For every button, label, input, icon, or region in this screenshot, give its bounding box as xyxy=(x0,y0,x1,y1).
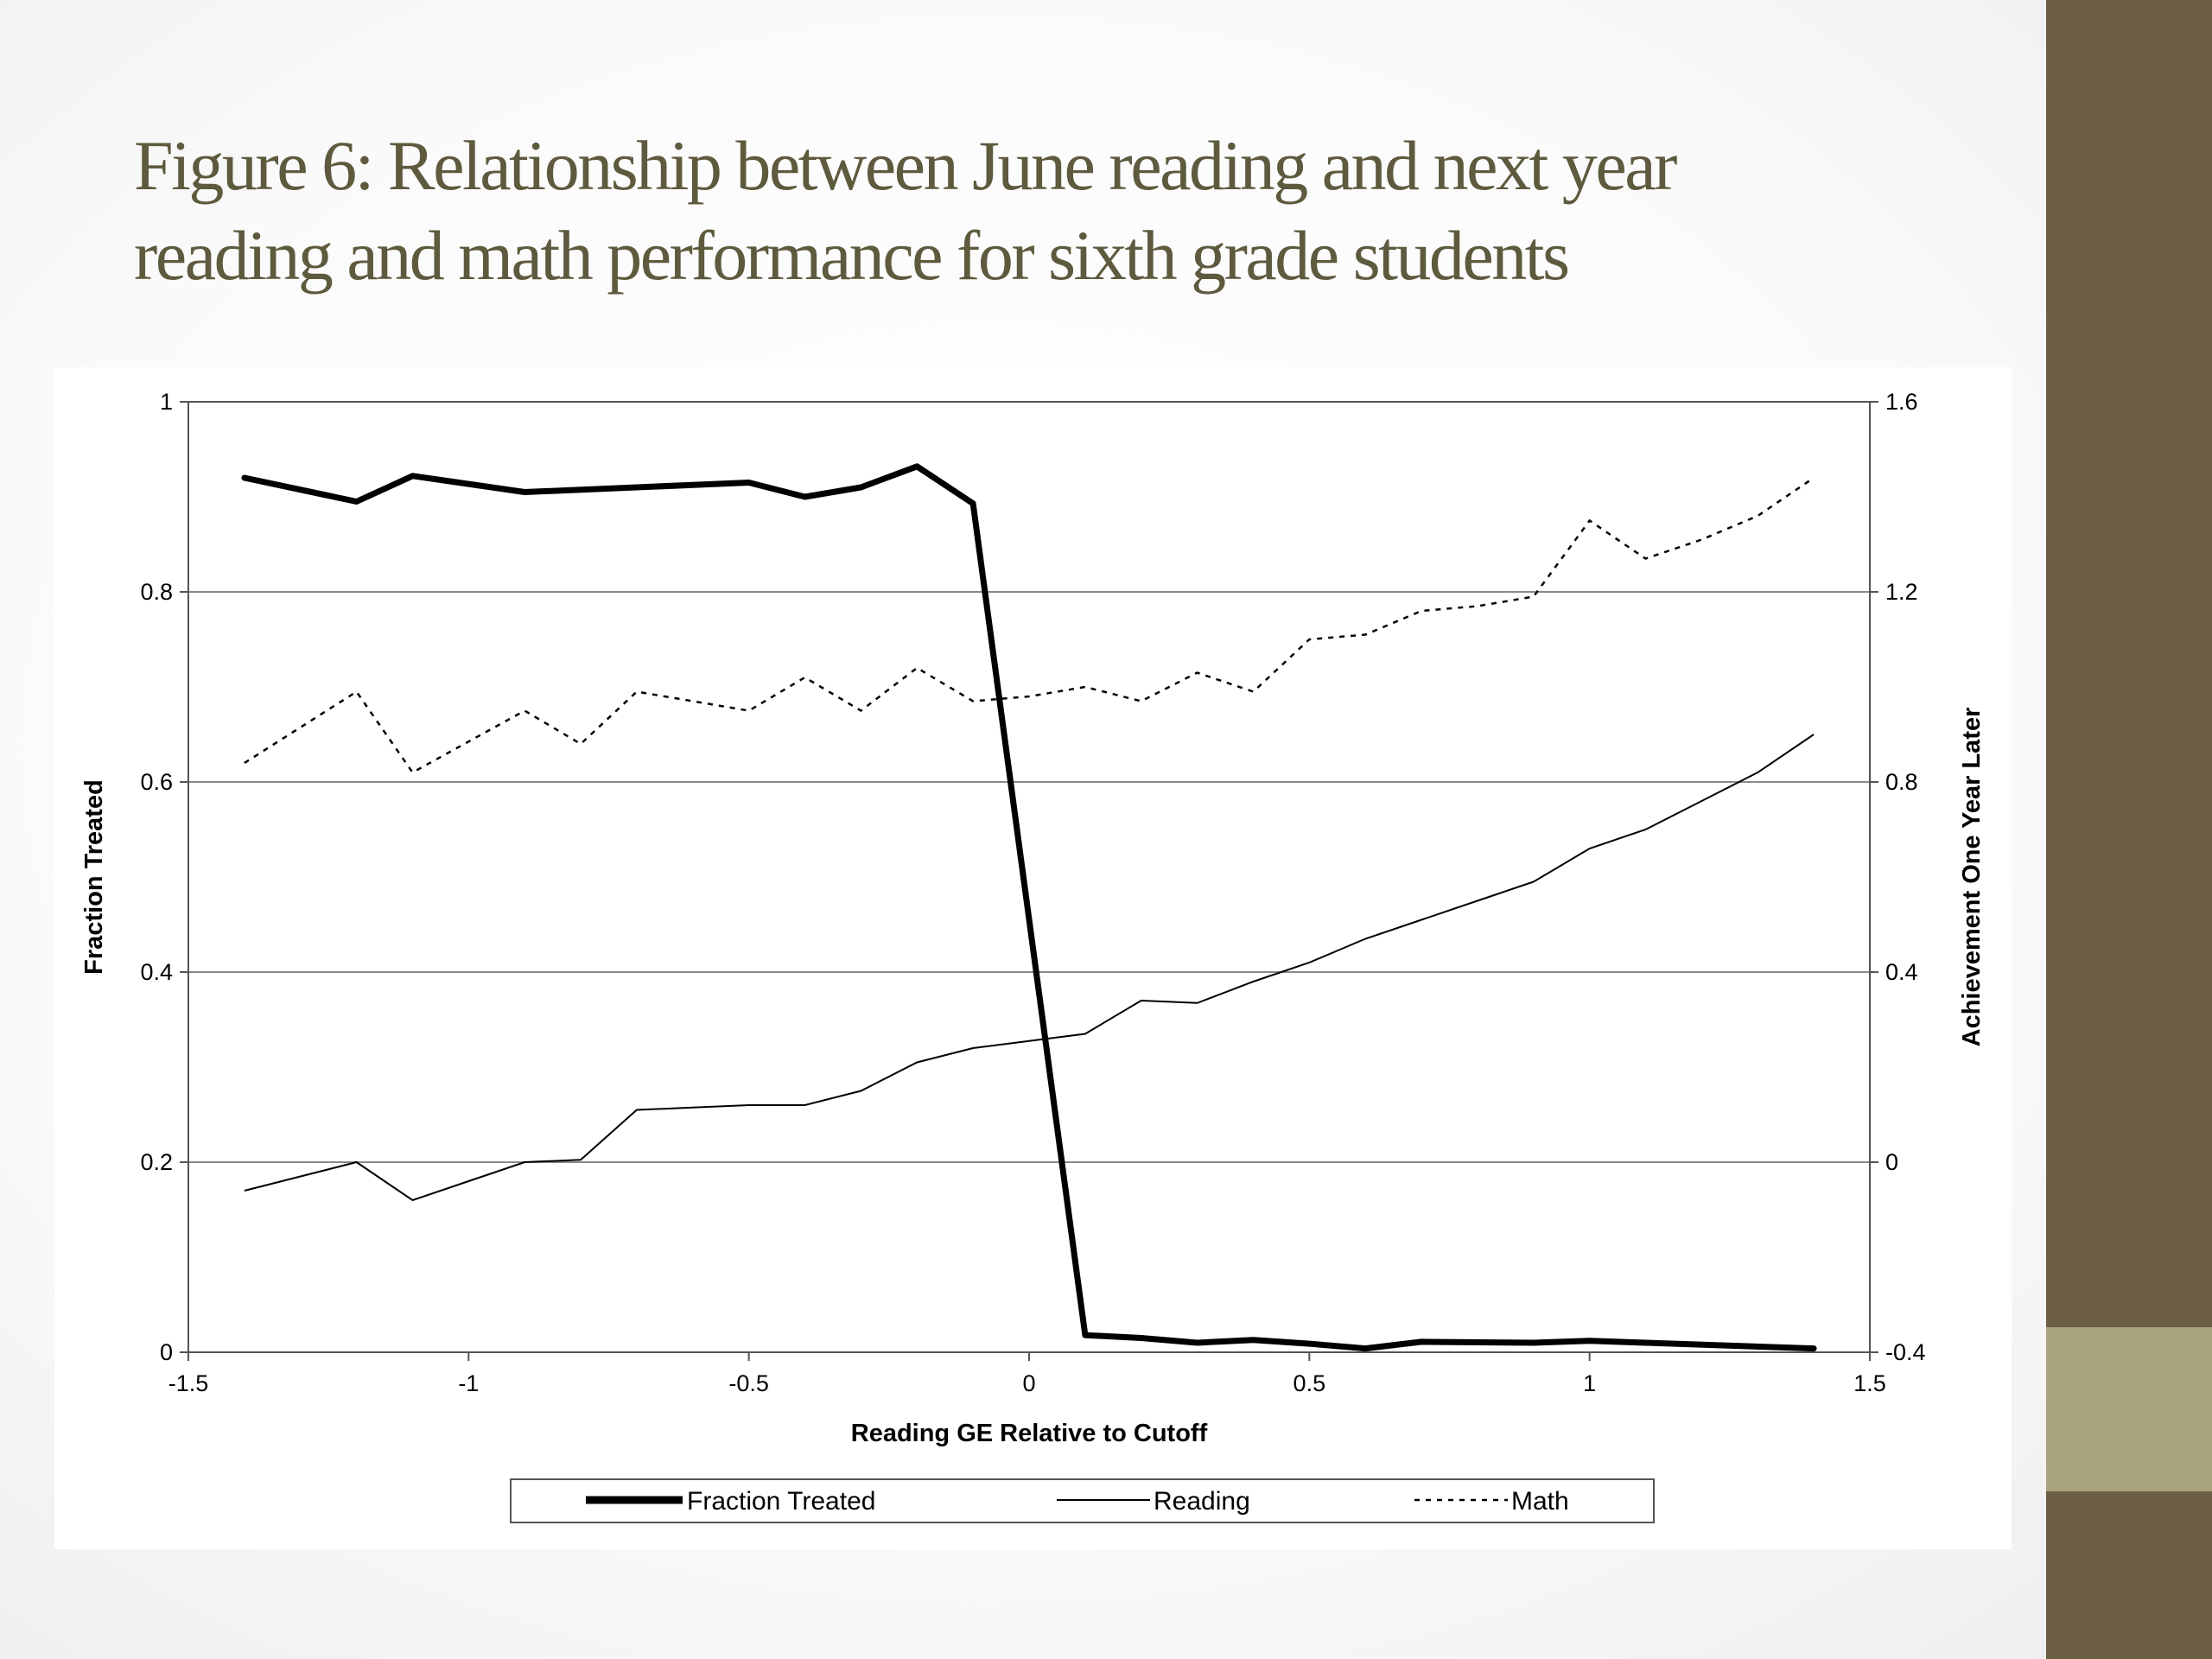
legend-label-fraction-treated: Fraction Treated xyxy=(687,1487,875,1516)
left-y-tick-label: 0.8 xyxy=(140,579,173,605)
legend-label-math: Math xyxy=(1511,1487,1569,1516)
left-y-tick-label: 0.2 xyxy=(140,1149,173,1175)
x-tick-label: 1.5 xyxy=(1853,1370,1886,1396)
slide-title-line-1: Figure 6: Relationship between June read… xyxy=(134,126,1677,205)
series-line-fraction-treated xyxy=(241,463,1817,1352)
right-y-tick-label: 1.6 xyxy=(1885,389,1918,415)
left-y-axis-title: Fraction Treated xyxy=(80,779,108,975)
right-y-tick-label: -0.4 xyxy=(1885,1339,1926,1365)
right-y-axis-title: Achievement One Year Later xyxy=(1958,708,1986,1047)
x-tick-label: -1 xyxy=(458,1370,479,1396)
right-y-tick-label: 1.2 xyxy=(1885,579,1918,605)
chart-legend: Fraction Treated Reading Math xyxy=(510,1478,1655,1523)
chart-gridlines xyxy=(188,591,1870,1163)
x-tick-label: 0 xyxy=(1022,1370,1035,1396)
left-y-tick-label: 1 xyxy=(160,389,173,415)
chart-series xyxy=(241,463,1817,1352)
slide-title: Figure 6: Relationship between June read… xyxy=(134,121,1948,301)
left-y-tick-label: 0.4 xyxy=(140,959,173,985)
chart-tick-labels: 0 0.2 0.4 0.6 0.8 1 -0.4 0 0.4 0.8 1.2 1.6 -1.5 -1 -0.… xyxy=(140,389,1925,1396)
left-y-tick-label: 0 xyxy=(160,1339,173,1365)
line-chart: 0 0.2 0.4 0.6 0.8 1 -0.4 0 0.4 0.8 1.2 1.6 -1.5 -1 -0.… xyxy=(80,389,1986,1523)
x-tick-label: 0.5 xyxy=(1294,1370,1326,1396)
series-line-reading xyxy=(244,734,1815,1202)
right-y-tick-label: 0.4 xyxy=(1885,959,1918,985)
right-y-tick-label: 0.8 xyxy=(1885,769,1918,795)
chart-axes xyxy=(188,401,1871,1353)
slide-sidebar-accent xyxy=(2046,1327,2212,1491)
x-tick-label: -0.5 xyxy=(728,1370,769,1396)
chart-panel: 0 0.2 0.4 0.6 0.8 1 -0.4 0 0.4 0.8 1.2 1.6 -1.5 -1 -0.… xyxy=(54,367,2012,1549)
series-line-math xyxy=(244,476,1815,774)
x-axis-title: Reading GE Relative to Cutoff xyxy=(851,1420,1208,1447)
left-y-tick-label: 0.6 xyxy=(140,769,173,795)
x-tick-label: 1 xyxy=(1583,1370,1596,1396)
right-y-tick-label: 0 xyxy=(1885,1149,1898,1175)
x-tick-label: -1.5 xyxy=(168,1370,209,1396)
legend-label-reading: Reading xyxy=(1154,1487,1250,1516)
slide-title-line-2: reading and math performance for sixth g… xyxy=(134,216,1570,295)
